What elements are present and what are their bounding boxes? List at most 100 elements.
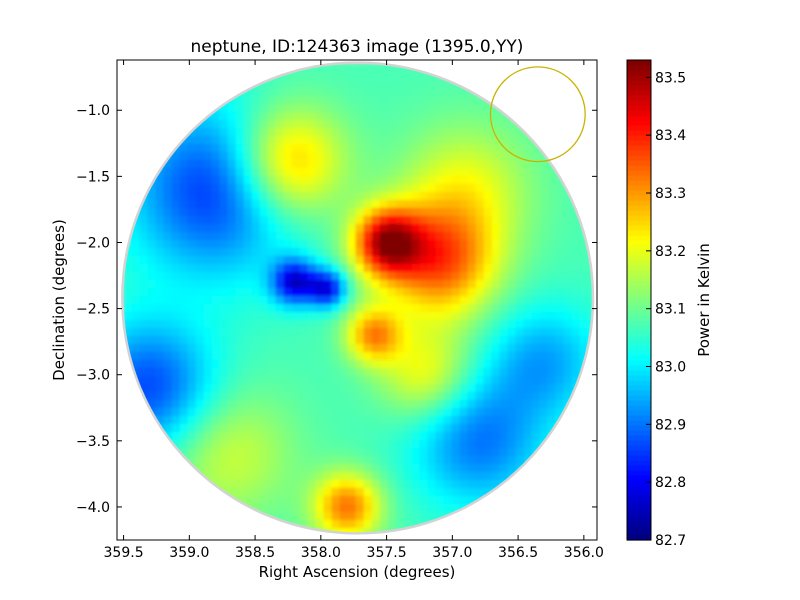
heatmap-cell <box>187 247 197 257</box>
heatmap-cell <box>411 247 421 257</box>
colorbar-band <box>627 75 651 81</box>
heatmap-cell <box>435 495 445 505</box>
heatmap-cell <box>347 223 357 233</box>
heatmap-cell <box>323 255 333 265</box>
heatmap-cell <box>491 455 501 465</box>
heatmap-cell <box>483 311 493 321</box>
heatmap-cell <box>251 191 261 201</box>
heatmap-cell <box>171 415 181 425</box>
heatmap-cell <box>483 367 493 377</box>
heatmap-cell <box>371 487 381 497</box>
heatmap-cell <box>315 79 325 89</box>
heatmap-cell <box>387 79 397 89</box>
heatmap-cell <box>203 159 213 169</box>
heatmap-cell <box>411 359 421 369</box>
heatmap-cell <box>187 207 197 217</box>
heatmap-cell <box>499 303 509 313</box>
heatmap-cell <box>491 231 501 241</box>
heatmap-cell <box>347 143 357 153</box>
heatmap-cell <box>139 351 149 361</box>
heatmap-cell <box>403 119 413 129</box>
heatmap-cell <box>483 351 493 361</box>
heatmap-cell <box>395 495 405 505</box>
heatmap-cell <box>139 327 149 337</box>
heatmap-cell <box>395 367 405 377</box>
heatmap-cell <box>395 127 405 137</box>
heatmap-cell <box>339 335 349 345</box>
heatmap-cell <box>267 471 277 481</box>
heatmap-cell <box>427 175 437 185</box>
heatmap-cell <box>299 103 309 113</box>
heatmap-cell <box>411 111 421 121</box>
heatmap-cell <box>507 295 517 305</box>
heatmap-cell <box>451 95 461 105</box>
x-tick-label: 357.0 <box>432 545 472 561</box>
heatmap-cell <box>179 335 189 345</box>
heatmap-cell <box>307 159 317 169</box>
heatmap-cell <box>211 359 221 369</box>
heatmap-cell <box>379 359 389 369</box>
heatmap-cell <box>323 151 333 161</box>
heatmap-cell <box>371 503 381 513</box>
heatmap-cell <box>427 447 437 457</box>
heatmap-cell <box>339 215 349 225</box>
heatmap-cell <box>179 263 189 273</box>
heatmap-cell <box>283 119 293 129</box>
heatmap-cell <box>363 511 373 521</box>
heatmap-cell <box>267 135 277 145</box>
heatmap-cell <box>251 351 261 361</box>
heatmap-cell <box>499 167 509 177</box>
heatmap-cell <box>315 103 325 113</box>
heatmap-cell <box>491 255 501 265</box>
heatmap-cell <box>467 327 477 337</box>
heatmap-cell <box>187 375 197 385</box>
heatmap-cell <box>387 487 397 497</box>
heatmap-cell <box>499 455 509 465</box>
heatmap-cell <box>411 71 421 81</box>
heatmap-cell <box>347 183 357 193</box>
heatmap-cell <box>547 239 557 249</box>
heatmap-cell <box>427 271 437 281</box>
heatmap-cell <box>499 343 509 353</box>
heatmap-cell <box>331 447 341 457</box>
heatmap-cell <box>291 415 301 425</box>
heatmap-cell <box>451 343 461 353</box>
heatmap-cell <box>355 287 365 297</box>
heatmap-cell <box>547 375 557 385</box>
heatmap-cell <box>291 151 301 161</box>
colorbar-band <box>627 390 651 396</box>
heatmap-cell <box>315 439 325 449</box>
heatmap-cell <box>547 343 557 353</box>
colorbar-band <box>627 290 651 296</box>
heatmap-cell <box>307 407 317 417</box>
heatmap-cell <box>259 207 269 217</box>
heatmap-cell <box>283 279 293 289</box>
heatmap-cell <box>555 303 565 313</box>
heatmap-cell <box>227 327 237 337</box>
heatmap-cell <box>331 335 341 345</box>
heatmap-cell <box>515 423 525 433</box>
heatmap-cell <box>331 111 341 121</box>
heatmap-cell <box>251 303 261 313</box>
heatmap-cell <box>187 423 197 433</box>
colorbar-tick-label: 82.7 <box>655 533 686 549</box>
heatmap-cell <box>379 63 389 73</box>
heatmap-cell <box>243 447 253 457</box>
heatmap-cell <box>387 327 397 337</box>
heatmap-cell <box>395 215 405 225</box>
heatmap-cell <box>163 191 173 201</box>
heatmap-cell <box>195 199 205 209</box>
heatmap-cell <box>387 207 397 217</box>
heatmap-cell <box>475 375 485 385</box>
heatmap-cell <box>179 399 189 409</box>
heatmap-cell <box>195 215 205 225</box>
heatmap-cell <box>307 263 317 273</box>
heatmap-cell <box>587 263 592 273</box>
heatmap-cell <box>563 367 573 377</box>
heatmap-cell <box>547 167 557 177</box>
heatmap-cell <box>187 407 197 417</box>
heatmap-cell <box>363 223 373 233</box>
heatmap-cell <box>363 119 373 129</box>
heatmap-cell <box>203 319 213 329</box>
heatmap-cell <box>203 167 213 177</box>
